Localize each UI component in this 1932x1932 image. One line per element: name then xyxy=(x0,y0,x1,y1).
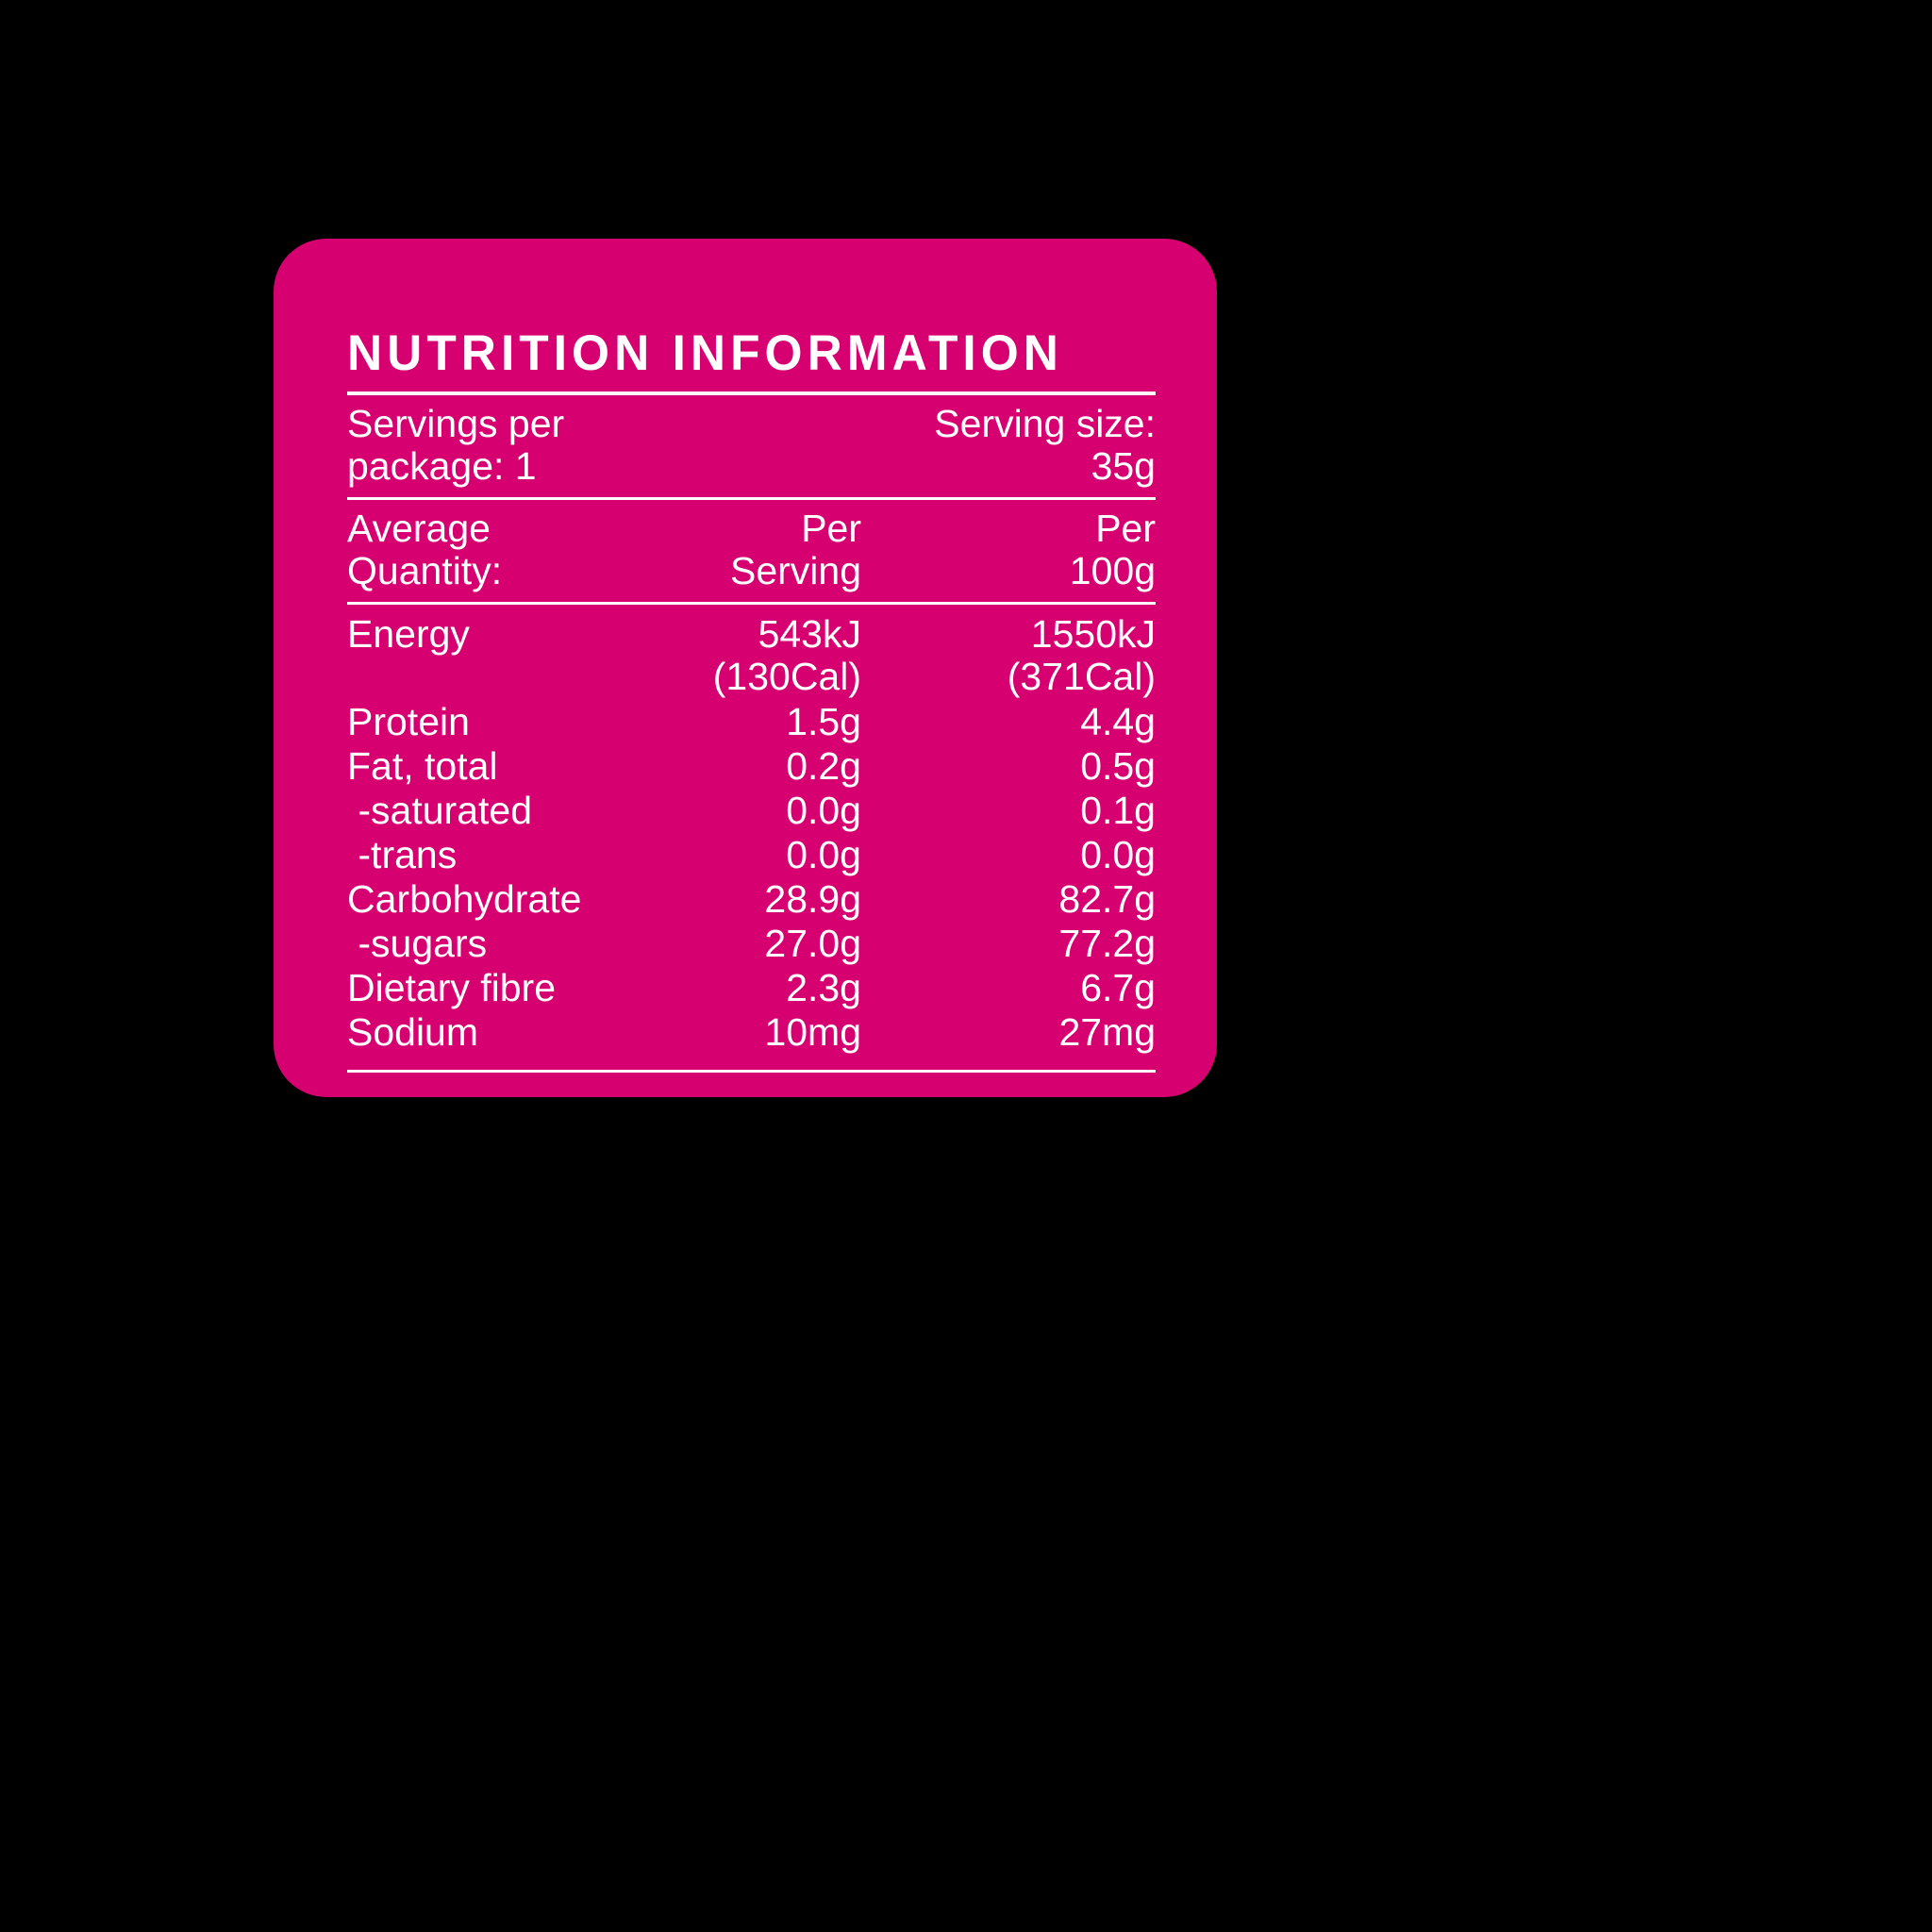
nutrient-per-serving: 0.0g xyxy=(786,832,861,876)
nutrition-panel-content: NUTRITION INFORMATION Servings per packa… xyxy=(347,325,1156,1074)
nutrient-label: -sugars xyxy=(347,922,488,966)
nutrient-label: Sodium xyxy=(347,1010,479,1055)
nutrient-rows: Energy 543kJ (130Cal) 1550kJ (371Cal) Pr… xyxy=(347,605,1156,1070)
nutrient-per-100g: 77.2g xyxy=(1058,922,1156,966)
nutrient-per-100g: 6.7g xyxy=(1080,966,1156,1010)
nutrient-label: Carbohydrate xyxy=(347,876,582,921)
divider-under-title xyxy=(347,391,1156,395)
nutrient-label: -trans xyxy=(347,832,458,876)
servings-band: Servings per package: 1 Serving size: 35… xyxy=(347,395,1156,497)
table-row: -sugars 27.0g 77.2g xyxy=(347,922,1156,966)
table-row: Dietary fibre 2.3g 6.7g xyxy=(347,966,1156,1010)
nutrient-per-100g: 0.5g xyxy=(1080,743,1156,788)
serving-size-label: Serving size: 35g xyxy=(934,402,1156,489)
nutrient-per-serving: 2.3g xyxy=(786,966,861,1010)
nutrient-per-serving: 0.2g xyxy=(786,743,861,788)
nutrient-per-serving: 0.0g xyxy=(786,788,861,832)
nutrient-label: Dietary fibre xyxy=(347,966,557,1010)
nutrient-per-100g: 0.0g xyxy=(1080,832,1156,876)
table-header-row: Average Quantity: Per Serving Per 100g xyxy=(347,500,1156,602)
column-header-per-100g: Per 100g xyxy=(1069,507,1156,593)
divider-bottom xyxy=(347,1070,1156,1074)
nutrient-per-serving: 28.9g xyxy=(764,876,861,921)
table-row: Carbohydrate 28.9g 82.7g xyxy=(347,877,1156,922)
column-header-average-quantity: Average Quantity: xyxy=(347,507,503,593)
divider-under-servings xyxy=(347,497,1156,501)
table-row: Protein 1.5g 4.4g xyxy=(347,700,1156,744)
nutrient-label: Energy xyxy=(347,612,470,657)
column-header-per-serving: Per Serving xyxy=(729,507,861,593)
table-row: -saturated 0.0g 0.1g xyxy=(347,789,1156,833)
divider-under-header xyxy=(347,602,1156,606)
nutrient-per-100g: 4.4g xyxy=(1080,699,1156,743)
nutrient-per-serving: 27.0g xyxy=(764,922,861,966)
nutrient-per-100g: 82.7g xyxy=(1058,876,1156,921)
nutrition-information-panel: NUTRITION INFORMATION Servings per packa… xyxy=(274,239,1217,1097)
nutrient-per-100g: 27mg xyxy=(1058,1010,1156,1055)
nutrient-label: -saturated xyxy=(347,788,533,832)
servings-per-package-label: Servings per package: 1 xyxy=(347,402,565,489)
nutrient-per-serving: 10mg xyxy=(764,1010,861,1055)
nutrient-per-100g: 1550kJ (371Cal) xyxy=(1007,612,1167,699)
table-row: Sodium 10mg 27mg xyxy=(347,1010,1156,1055)
nutrient-per-serving: 543kJ (130Cal) xyxy=(712,612,873,699)
nutrient-label: Protein xyxy=(347,699,470,743)
page-title: NUTRITION INFORMATION xyxy=(347,325,1063,381)
nutrient-per-serving: 1.5g xyxy=(786,699,861,743)
table-row: -trans 0.0g 0.0g xyxy=(347,833,1156,877)
nutrient-per-100g: 0.1g xyxy=(1080,788,1156,832)
table-row: Fat, total 0.2g 0.5g xyxy=(347,744,1156,789)
table-row: Energy 543kJ (130Cal) 1550kJ (371Cal) xyxy=(347,612,1156,699)
nutrient-label: Fat, total xyxy=(347,743,498,788)
